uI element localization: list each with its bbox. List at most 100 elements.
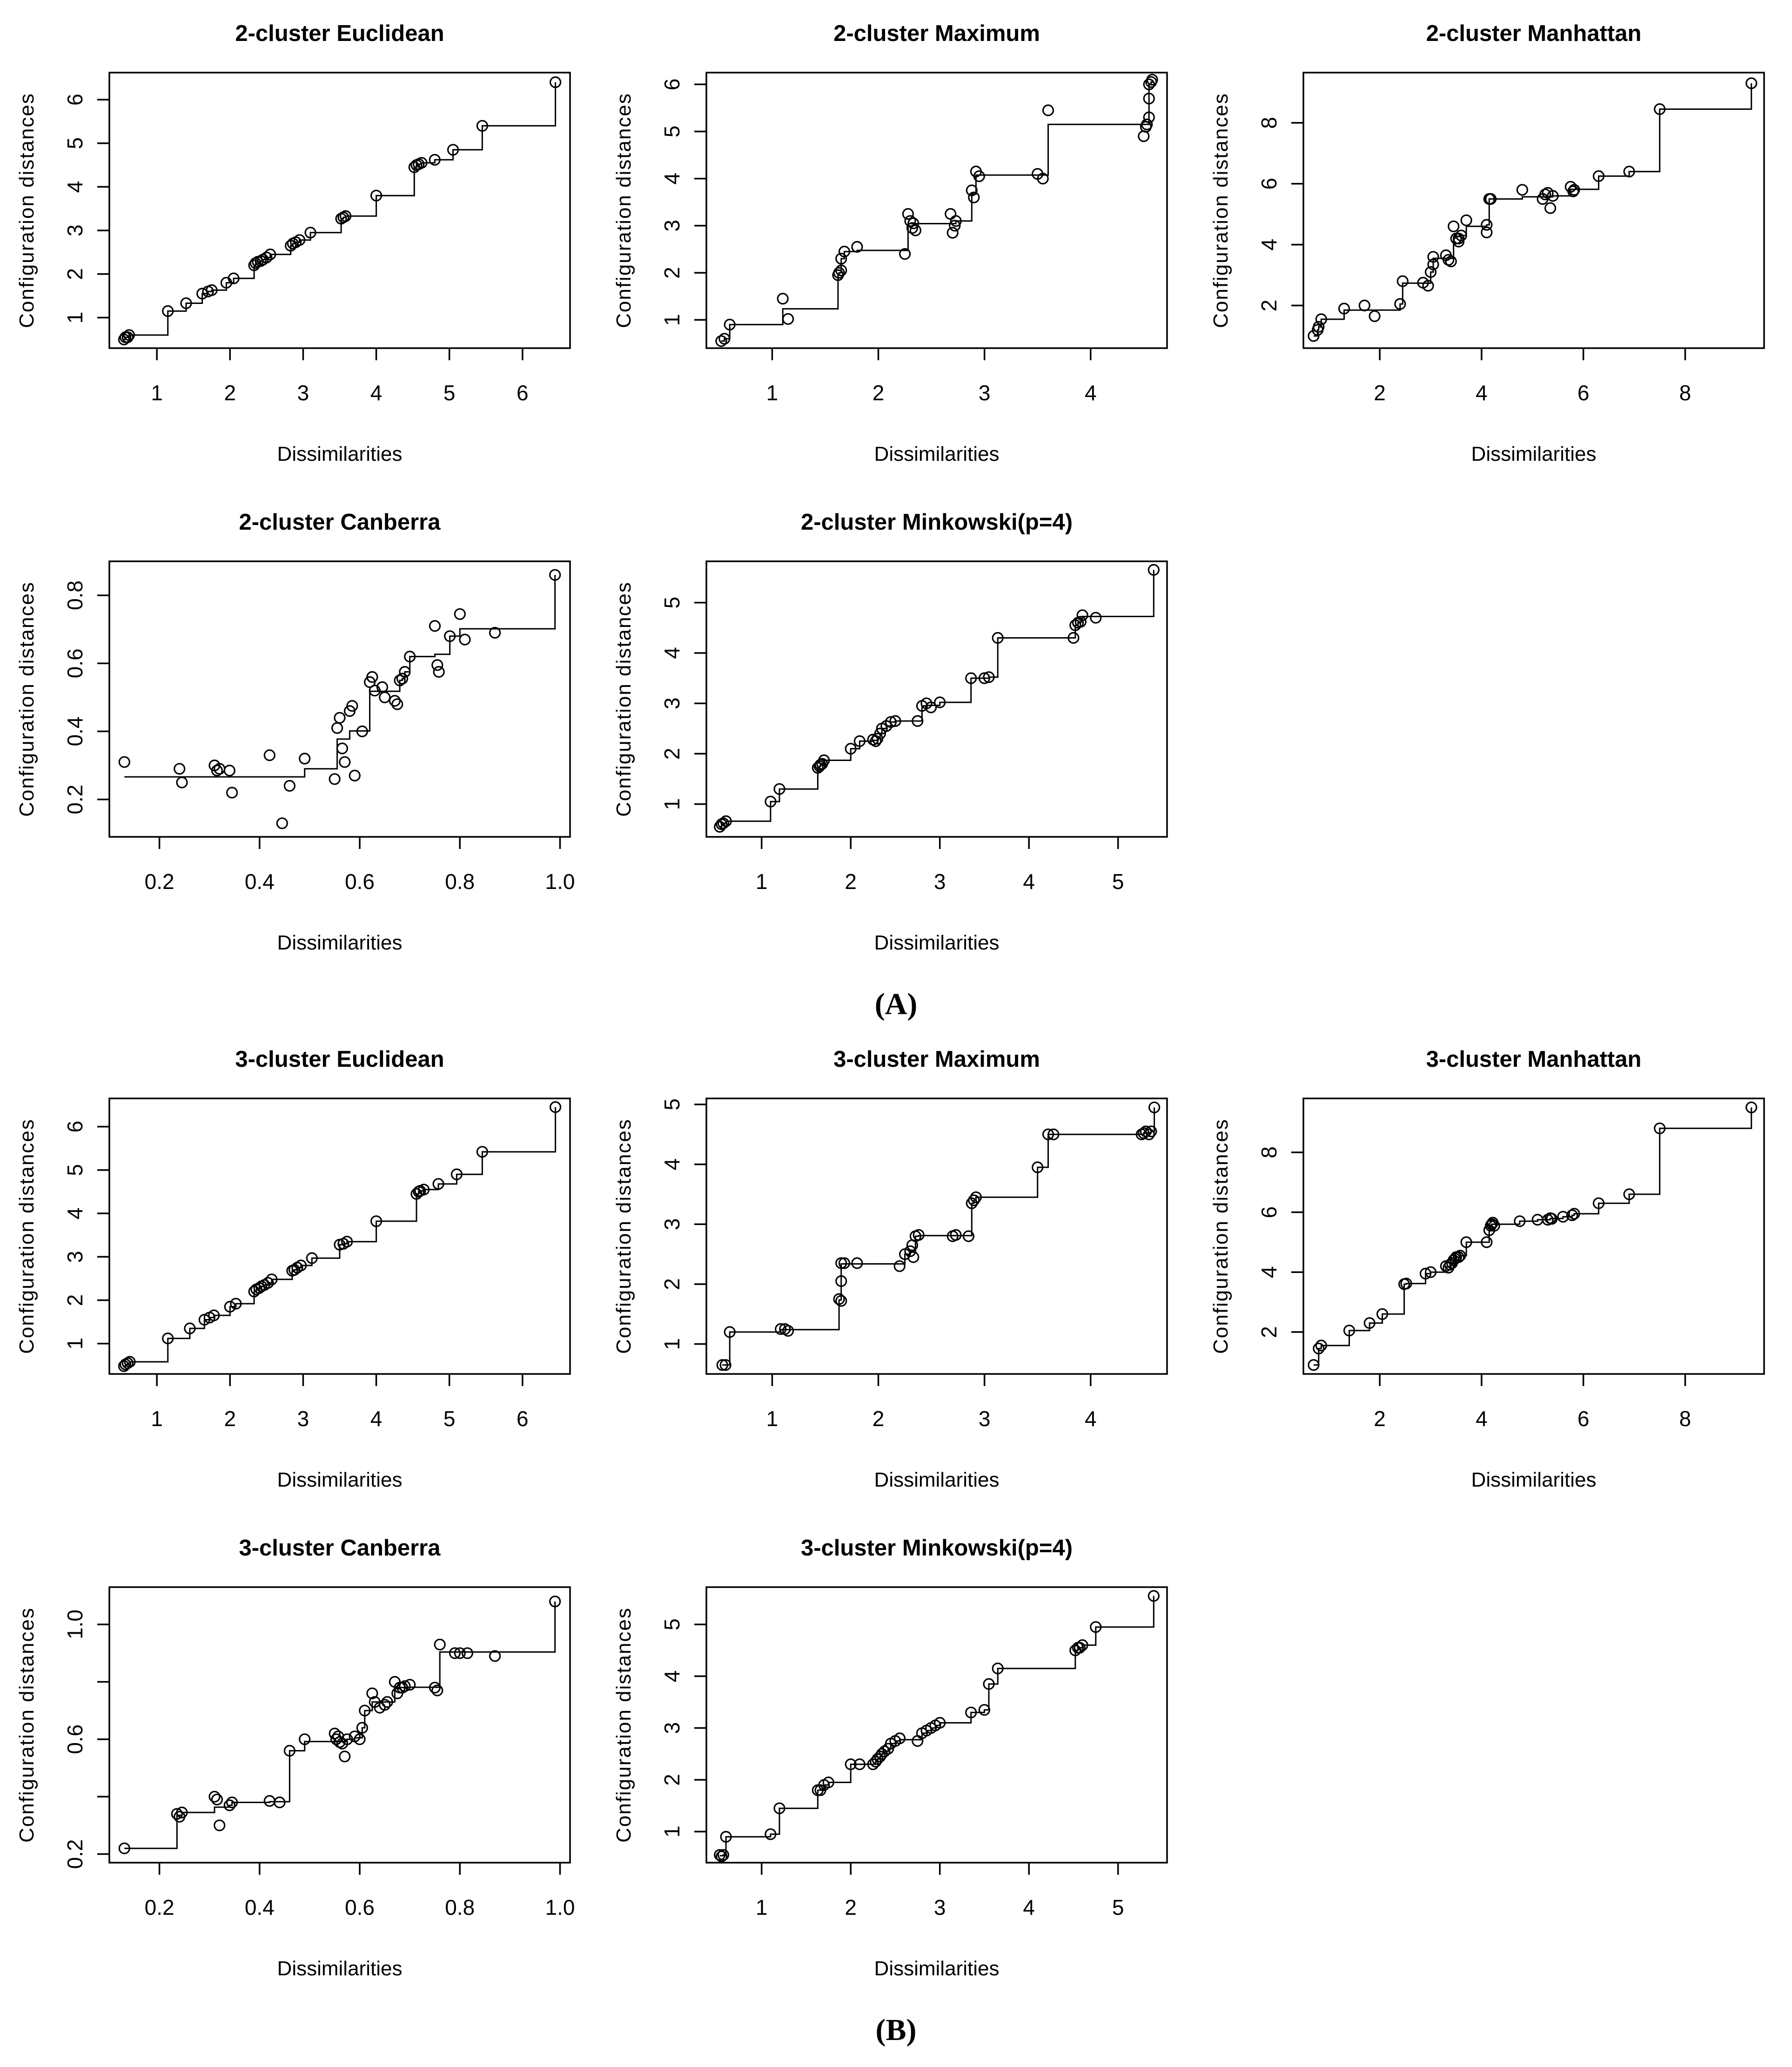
svg-text:3: 3 — [660, 697, 684, 709]
svg-text:2: 2 — [224, 381, 236, 405]
svg-text:1.0: 1.0 — [545, 869, 575, 894]
svg-text:2: 2 — [63, 268, 87, 280]
svg-text:1: 1 — [151, 1407, 163, 1431]
shepard-plot-3-cluster-euclidean: 3-cluster Euclidean 1 2 3 4 5 6 1 2 3 4 5 6 Dissimila… — [15, 1047, 571, 1491]
svg-text:0.8: 0.8 — [63, 580, 87, 610]
svg-text:0.4: 0.4 — [245, 869, 275, 894]
panel-a-label: (A) — [874, 987, 918, 1021]
svg-text:4: 4 — [660, 1670, 684, 1683]
svg-text:Configuration distances: Configuration distances — [1209, 93, 1232, 328]
svg-text:4: 4 — [370, 1407, 383, 1431]
svg-text:2-cluster Maximum: 2-cluster Maximum — [833, 21, 1040, 46]
svg-text:4: 4 — [370, 381, 383, 405]
svg-text:4: 4 — [1476, 381, 1488, 405]
svg-text:1: 1 — [660, 1338, 684, 1350]
svg-text:Configuration distances: Configuration distances — [612, 581, 635, 817]
svg-text:3: 3 — [660, 1218, 684, 1230]
svg-text:1: 1 — [766, 1407, 779, 1431]
svg-text:6: 6 — [1577, 1407, 1590, 1431]
svg-text:Dissimilarities: Dissimilarities — [1471, 443, 1597, 465]
svg-text:Dissimilarities: Dissimilarities — [874, 1957, 1000, 1980]
svg-text:4: 4 — [63, 1207, 87, 1219]
svg-text:8: 8 — [1257, 117, 1281, 129]
svg-text:3: 3 — [934, 869, 946, 894]
svg-text:3-cluster Minkowski(p=4): 3-cluster Minkowski(p=4) — [801, 1535, 1073, 1561]
svg-text:5: 5 — [443, 1407, 456, 1431]
svg-text:1: 1 — [766, 381, 779, 405]
svg-text:1: 1 — [63, 312, 87, 324]
svg-text:6: 6 — [63, 94, 87, 106]
svg-text:5: 5 — [660, 1098, 684, 1111]
svg-text:2: 2 — [660, 748, 684, 760]
svg-text:1: 1 — [151, 381, 163, 405]
svg-text:2: 2 — [873, 381, 885, 405]
svg-text:0.2: 0.2 — [145, 869, 175, 894]
plot-3-cluster-maximum: 3-cluster Maximum 1 2 3 4 1 2 3 4 5 Dissimilaritie… — [597, 1029, 1194, 1517]
svg-text:0.8: 0.8 — [445, 869, 475, 894]
shepard-plot-3-cluster-minkowski: 3-cluster Minkowski(p=4) 1 2 3 4 5 1 2 3 4 5 Dissim… — [612, 1535, 1168, 1980]
svg-text:Dissimilarities: Dissimilarities — [874, 443, 1000, 465]
svg-text:2-cluster Canberra: 2-cluster Canberra — [239, 510, 441, 535]
svg-text:2: 2 — [660, 267, 684, 279]
svg-text:6: 6 — [517, 1407, 529, 1431]
svg-text:2: 2 — [1374, 1407, 1386, 1431]
svg-text:4: 4 — [1257, 239, 1281, 251]
svg-text:5: 5 — [660, 126, 684, 138]
svg-text:Configuration distances: Configuration distances — [15, 1607, 38, 1843]
svg-text:0.2: 0.2 — [145, 1895, 175, 1919]
svg-text:4: 4 — [660, 647, 684, 659]
svg-text:1.0: 1.0 — [63, 1609, 87, 1639]
svg-text:2: 2 — [660, 1278, 684, 1290]
svg-text:Dissimilarities: Dissimilarities — [1471, 1468, 1597, 1491]
svg-text:Dissimilarities: Dissimilarities — [874, 1468, 1000, 1491]
svg-text:Dissimilarities: Dissimilarities — [874, 931, 1000, 954]
svg-text:8: 8 — [1679, 381, 1691, 405]
svg-text:5: 5 — [660, 597, 684, 609]
svg-text:0.8: 0.8 — [445, 1895, 475, 1919]
panel-b: 3-cluster Euclidean 1 2 3 4 5 6 1 2 3 4 5 6 Dissimila… — [0, 1029, 1792, 2054]
svg-text:6: 6 — [1257, 1206, 1281, 1219]
svg-text:1: 1 — [756, 869, 768, 894]
svg-text:Configuration distances: Configuration distances — [612, 1118, 635, 1354]
svg-text:4: 4 — [1085, 381, 1097, 405]
plot-2-cluster-minkowski: 2-cluster Minkowski(p=4) 1 2 3 4 5 1 2 3 4 5 Dissim… — [597, 492, 1194, 980]
shepard-plot-3-cluster-maximum: 3-cluster Maximum 1 2 3 4 1 2 3 4 5 Dissimilaritie… — [612, 1047, 1168, 1491]
svg-text:2: 2 — [845, 869, 857, 894]
svg-text:3-cluster Euclidean: 3-cluster Euclidean — [235, 1047, 444, 1072]
svg-text:6: 6 — [517, 381, 529, 405]
plot-3-cluster-minkowski: 3-cluster Minkowski(p=4) 1 2 3 4 5 1 2 3 4 5 Dissim… — [597, 1517, 1194, 2006]
svg-text:6: 6 — [660, 79, 684, 91]
svg-text:3: 3 — [63, 1251, 87, 1263]
svg-text:8: 8 — [1257, 1146, 1281, 1158]
shepard-plot-3-cluster-canberra: 3-cluster Canberra 0.2 0.4 0.6 0.8 1.0 0.2 0.6 1… — [15, 1535, 575, 1980]
plot-3-cluster-euclidean: 3-cluster Euclidean 1 2 3 4 5 6 1 2 3 4 5 6 Dissimila… — [0, 1029, 597, 1517]
svg-text:0.2: 0.2 — [63, 785, 87, 815]
svg-text:2-cluster Euclidean: 2-cluster Euclidean — [235, 21, 444, 46]
svg-text:4: 4 — [1023, 869, 1035, 894]
shepard-plot-2-cluster-euclidean: 2-cluster Euclidean 1 2 3 4 5 6 1 2 3 4 5 6 Dissimila… — [15, 21, 571, 465]
svg-text:Dissimilarities: Dissimilarities — [277, 443, 403, 465]
svg-text:0.6: 0.6 — [63, 648, 87, 678]
svg-text:6: 6 — [1257, 178, 1281, 190]
svg-text:4: 4 — [1085, 1407, 1097, 1431]
svg-text:0.2: 0.2 — [63, 1839, 87, 1869]
plot-2-cluster-euclidean: 2-cluster Euclidean 1 2 3 4 5 6 1 2 3 4 5 6 Dissimila… — [0, 3, 597, 492]
panel-a-grid: 2-cluster Euclidean 1 2 3 4 5 6 1 2 3 4 5 6 Dissimila… — [0, 3, 1792, 980]
svg-text:4: 4 — [1023, 1895, 1035, 1919]
svg-text:2: 2 — [1257, 300, 1281, 312]
shepard-plot-2-cluster-minkowski: 2-cluster Minkowski(p=4) 1 2 3 4 5 1 2 3 4 5 Dissim… — [612, 510, 1168, 954]
svg-text:5: 5 — [63, 137, 87, 149]
panel-b-grid: 3-cluster Euclidean 1 2 3 4 5 6 1 2 3 4 5 6 Dissimila… — [0, 1029, 1792, 2006]
svg-text:3-cluster Canberra: 3-cluster Canberra — [239, 1535, 441, 1561]
svg-text:Configuration distances: Configuration distances — [15, 93, 38, 328]
svg-text:3: 3 — [660, 1722, 684, 1734]
svg-text:2-cluster Minkowski(p=4): 2-cluster Minkowski(p=4) — [801, 510, 1073, 535]
empty-cell — [1194, 492, 1791, 980]
svg-text:Configuration distances: Configuration distances — [15, 1118, 38, 1354]
svg-text:Configuration distances: Configuration distances — [1209, 1118, 1232, 1354]
svg-text:5: 5 — [63, 1164, 87, 1176]
plot-3-cluster-canberra: 3-cluster Canberra 0.2 0.4 0.6 0.8 1.0 0.2 0.6 1… — [0, 1517, 597, 2006]
svg-text:Configuration distances: Configuration distances — [612, 1607, 635, 1843]
svg-text:0.6: 0.6 — [345, 869, 375, 894]
